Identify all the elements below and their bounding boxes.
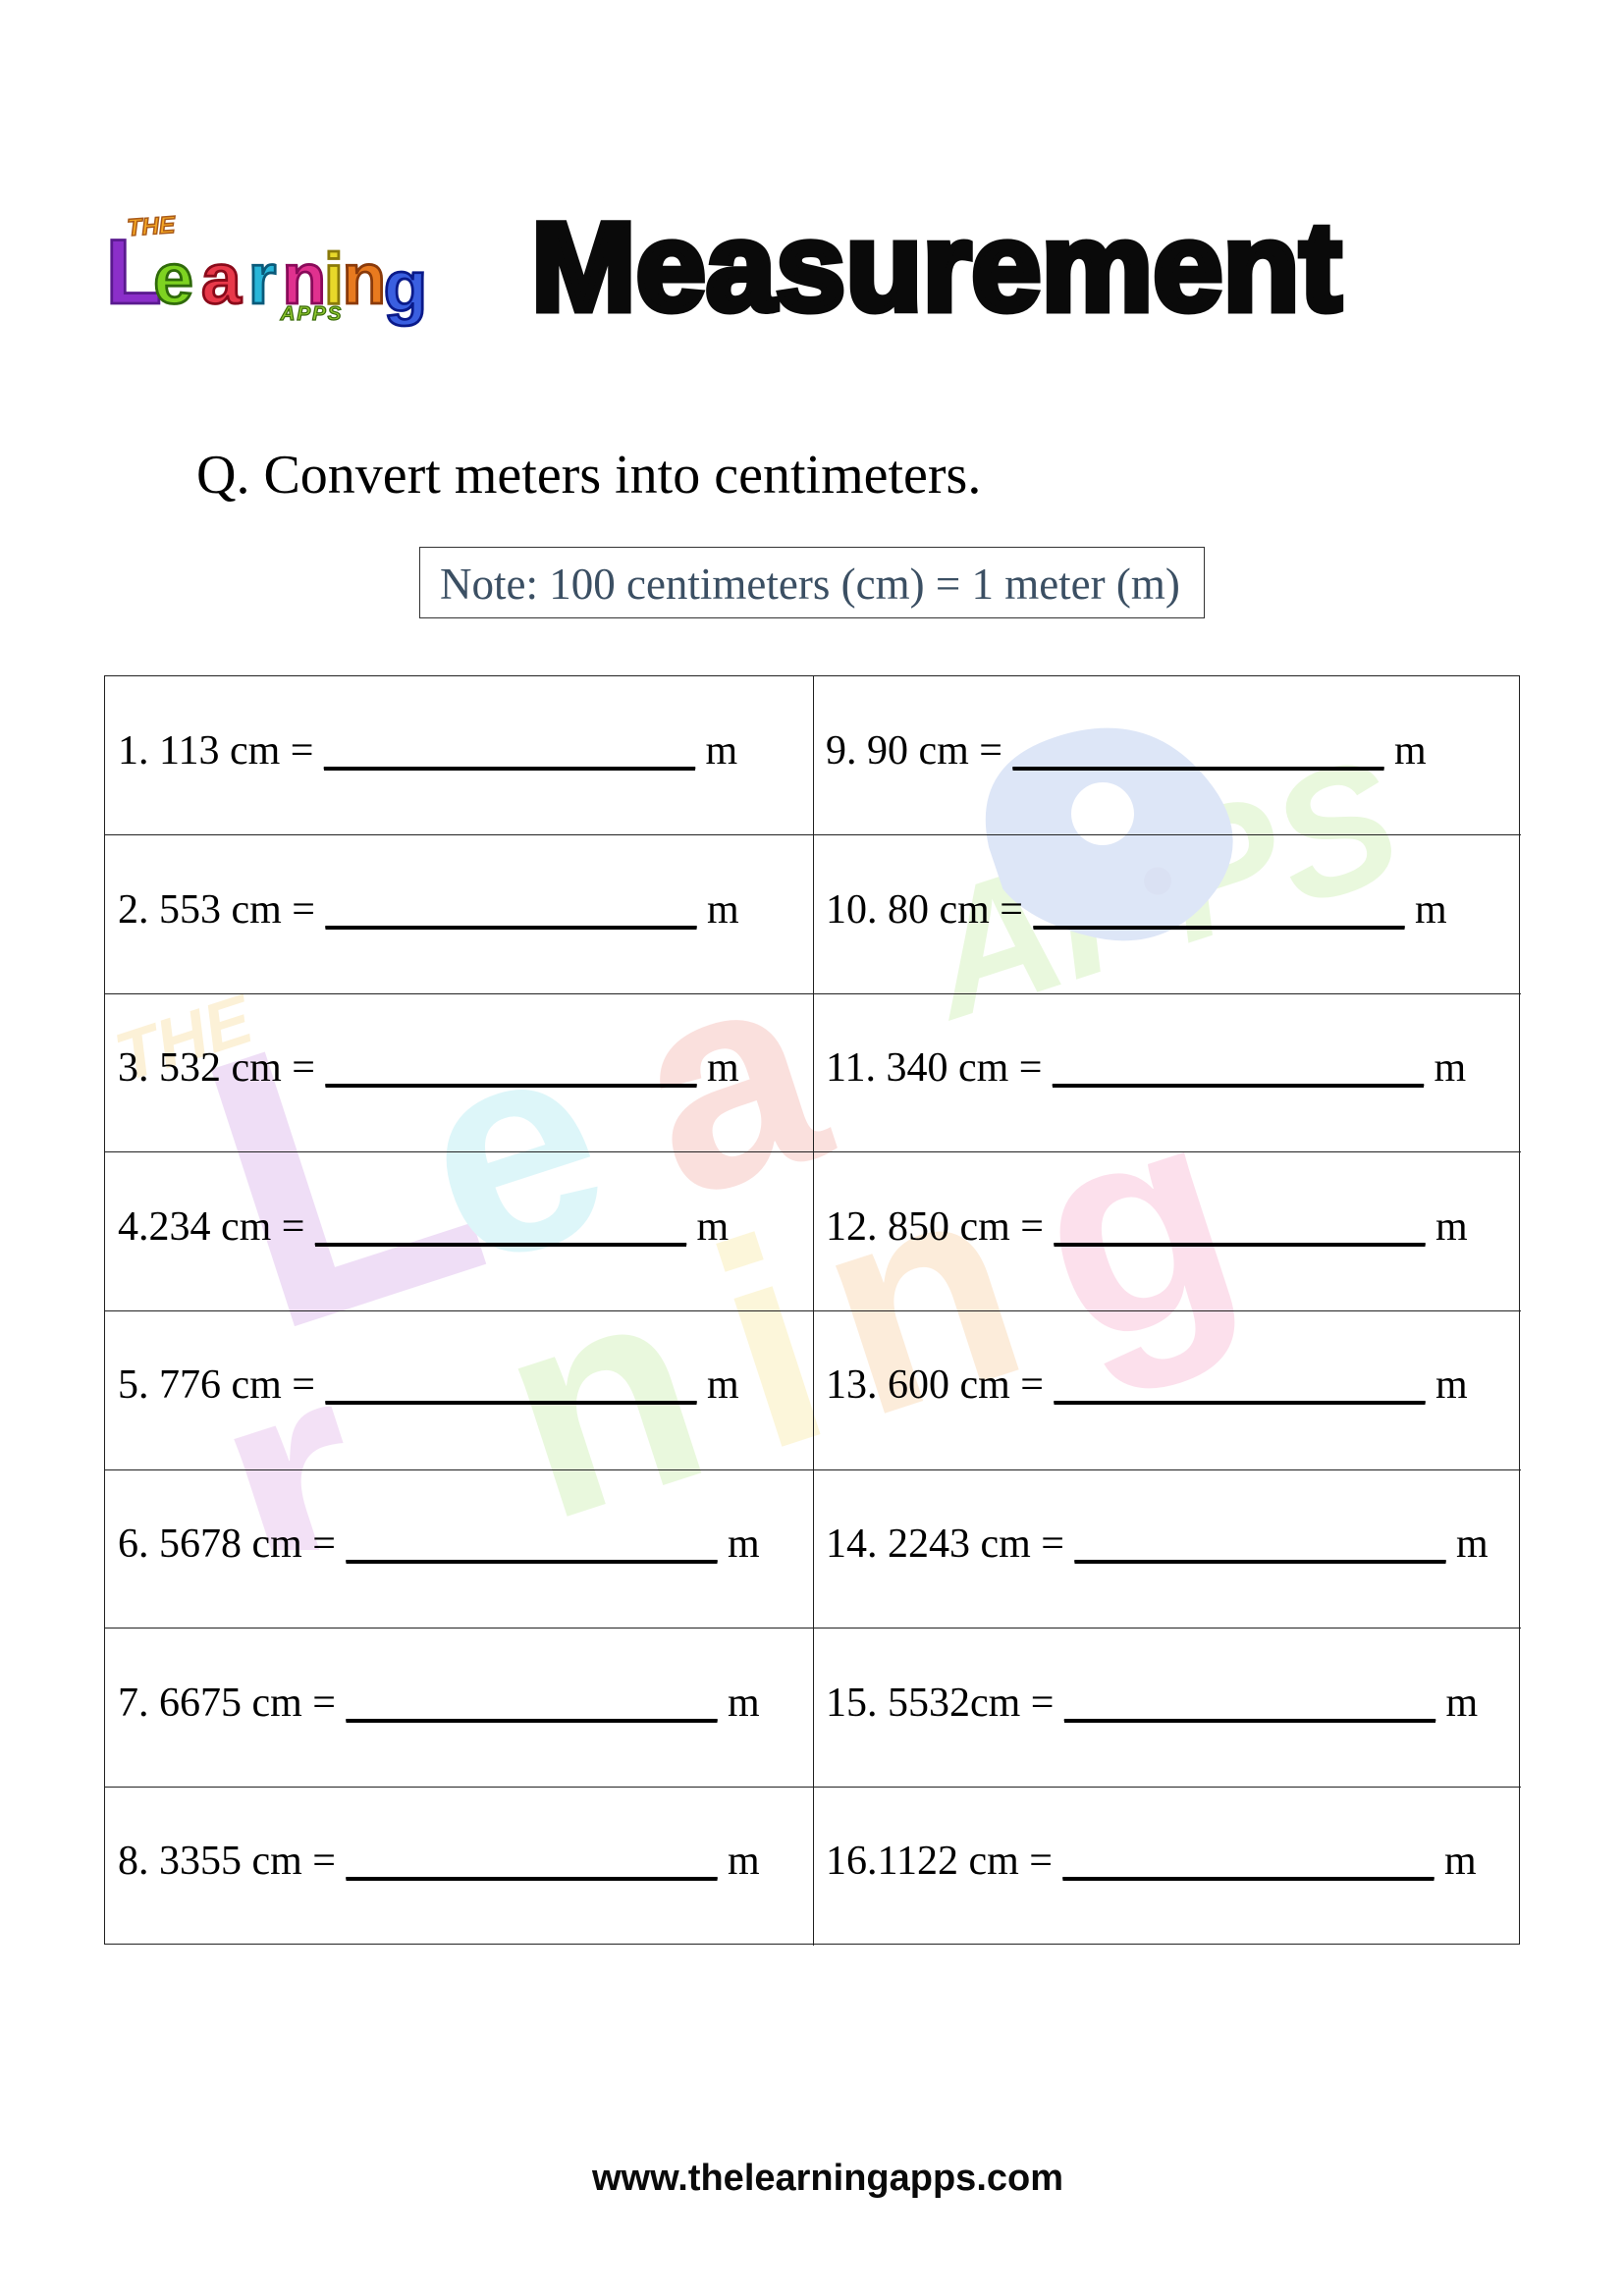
svg-text:n: n [342, 240, 386, 319]
svg-text:r: r [248, 240, 276, 319]
svg-text:a: a [201, 240, 243, 319]
svg-text:e: e [153, 240, 193, 319]
svg-text:APPS: APPS [280, 302, 344, 325]
svg-text:g: g [384, 246, 428, 326]
